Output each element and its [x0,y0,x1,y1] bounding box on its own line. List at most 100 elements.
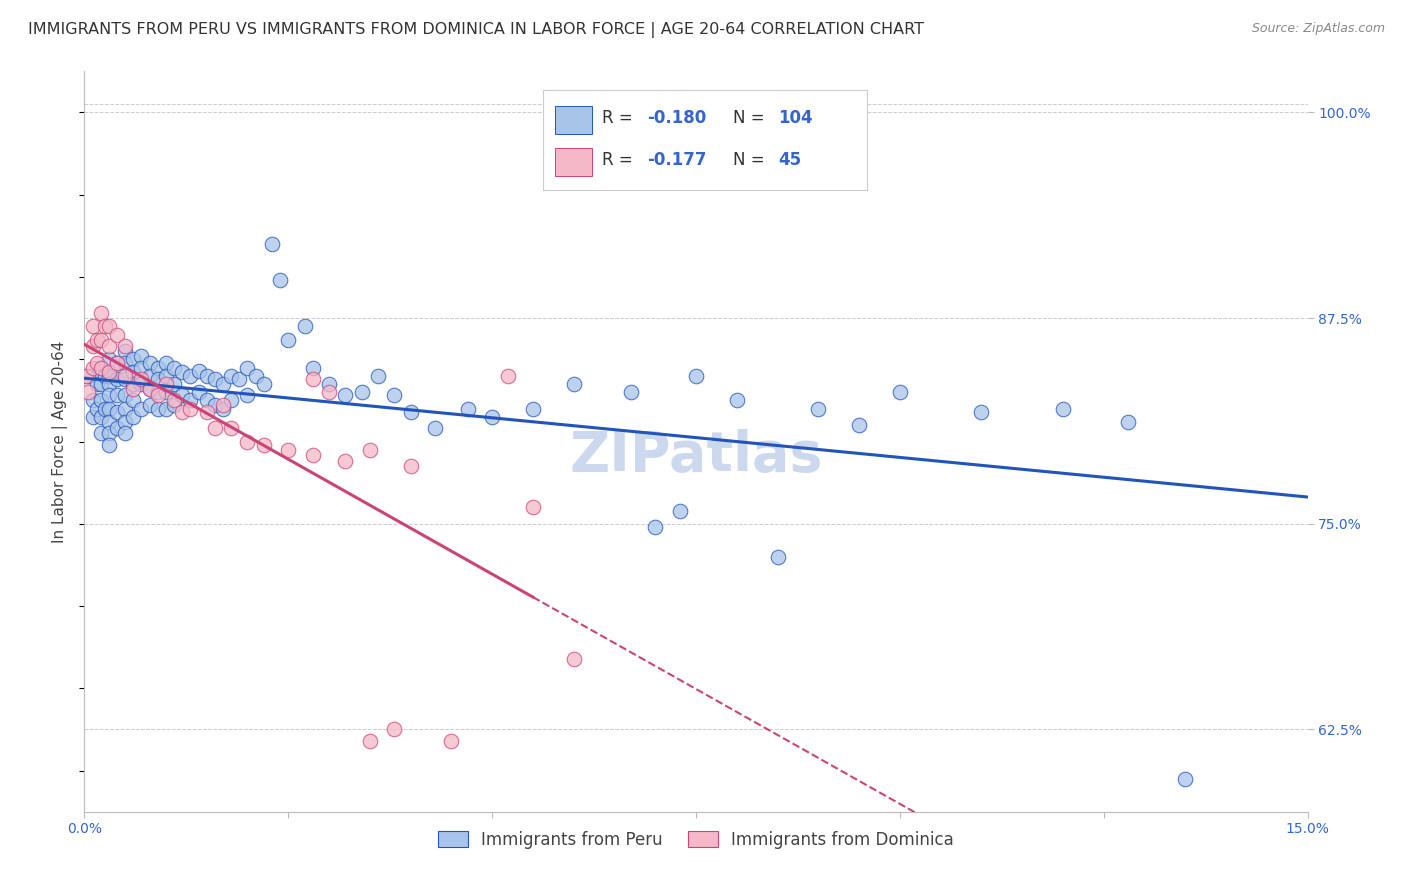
Point [138,382,160,396]
Point [807,401,830,416]
Point [522,500,544,515]
Point [97,366,120,380]
Y-axis label: In Labor Force | Age 20-64: In Labor Force | Age 20-64 [52,341,69,542]
Point [86,401,108,416]
Point [163,360,186,375]
Point [90,360,112,375]
Point [277,442,299,457]
Point [105,372,128,386]
Point [179,393,201,408]
Point [335,388,357,402]
Point [195,393,218,408]
Point [301,372,323,386]
Point [685,368,707,383]
Point [77,368,100,383]
Point [90,393,112,408]
Point [122,376,145,391]
Text: Source: ZipAtlas.com: Source: ZipAtlas.com [1251,22,1385,36]
Point [97,438,120,452]
Point [93,319,115,334]
Point [301,360,323,375]
Point [90,360,112,375]
Point [204,398,226,412]
Point [187,364,209,378]
Point [114,372,136,386]
Legend: Immigrants from Peru, Immigrants from Dominica: Immigrants from Peru, Immigrants from Do… [432,824,960,855]
Point [522,401,544,416]
Point [382,723,405,737]
Text: -0.180: -0.180 [647,109,706,127]
Text: IMMIGRANTS FROM PERU VS IMMIGRANTS FROM DOMINICA IN LABOR FORCE | AGE 20-64 CORR: IMMIGRANTS FROM PERU VS IMMIGRANTS FROM … [28,22,924,38]
Point [155,368,177,383]
Point [277,333,299,347]
Point [138,368,160,383]
Point [146,360,169,375]
Point [97,426,120,441]
Point [155,401,177,416]
Point [155,376,177,391]
Point [97,401,120,416]
Point [269,273,291,287]
Point [146,372,169,386]
Point [114,426,136,441]
Point [195,405,218,419]
Text: R =: R = [602,152,638,169]
Point [90,376,112,391]
Point [245,368,267,383]
Point [146,385,169,400]
Point [236,388,259,402]
Text: -0.177: -0.177 [647,152,707,169]
Point [105,421,128,435]
Point [146,401,169,416]
Point [114,388,136,402]
Point [253,376,276,391]
Point [97,352,120,367]
Point [114,344,136,359]
Point [195,368,218,383]
Point [562,651,585,665]
Point [172,366,194,380]
Point [219,393,242,408]
FancyBboxPatch shape [555,106,592,135]
Point [138,382,160,396]
Point [131,401,153,416]
Text: ZIPatlas: ZIPatlas [569,429,823,483]
Point [457,401,479,416]
Point [114,339,136,353]
Point [481,409,503,424]
Point [131,360,153,375]
Point [179,401,201,416]
Point [219,421,242,435]
Point [163,376,186,391]
Point [236,360,259,375]
Point [212,398,235,412]
Point [187,385,209,400]
Point [122,409,145,424]
Point [93,401,115,416]
Point [114,415,136,429]
Point [179,368,201,383]
Point [212,376,235,391]
Point [301,448,323,462]
Point [138,398,160,412]
Point [219,368,242,383]
Point [131,376,153,391]
Point [359,734,381,748]
Point [620,385,643,400]
Point [82,360,104,375]
Point [163,398,186,412]
Point [97,376,120,391]
Point [440,734,463,748]
Point [86,355,108,369]
Point [498,368,520,383]
Point [97,388,120,402]
Point [1116,415,1139,429]
Point [97,415,120,429]
Point [212,401,235,416]
Point [423,421,446,435]
Point [318,376,340,391]
Point [122,366,145,380]
Point [889,385,911,400]
Point [236,434,259,449]
Point [294,319,316,334]
